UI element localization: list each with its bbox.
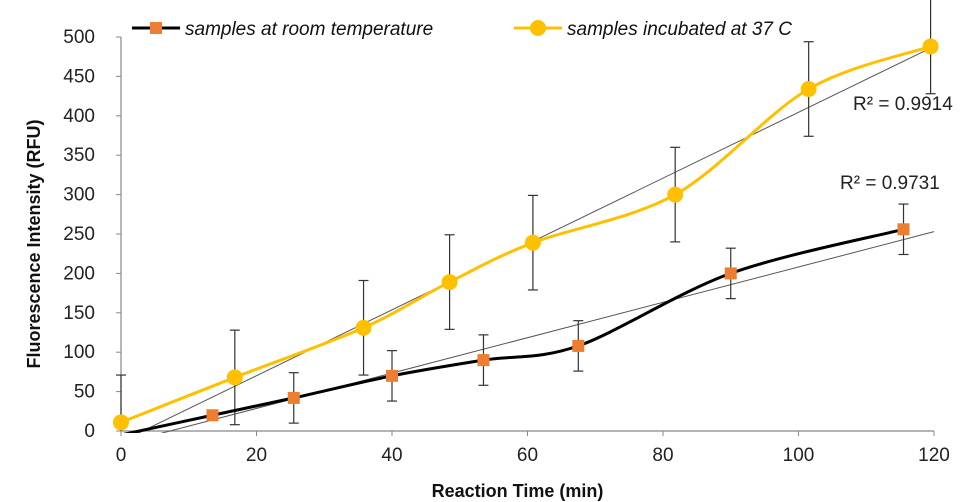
y-tick-label: 100 <box>63 342 95 363</box>
legend-marker-0 <box>150 22 162 34</box>
data-point <box>667 186 684 203</box>
legend-label-0: samples at room temperature <box>185 19 433 40</box>
legend-marker-1 <box>530 20 546 36</box>
data-point <box>113 414 129 431</box>
axes: 0 20 40 60 80 100 120 0 50 100 150 200 250 300 350 400 4… <box>24 27 950 501</box>
data-point <box>800 81 817 98</box>
data-point <box>441 274 458 291</box>
legend-label-1: samples incubated at 37 C <box>567 19 792 40</box>
r2-label-0: R² = 0.9731 <box>840 173 940 194</box>
y-tick-label: 150 <box>63 303 95 324</box>
y-tick-label: 450 <box>63 66 95 87</box>
x-axis-title: Reaction Time (min) <box>432 481 604 501</box>
x-tick-label: 40 <box>381 445 402 466</box>
series-line-0 <box>122 227 904 433</box>
x-tick-label: 80 <box>652 445 673 466</box>
y-tick-label: 350 <box>63 145 95 166</box>
y-tick-label: 300 <box>63 185 95 206</box>
trendline-0 <box>160 231 935 433</box>
r2-label-1: R² = 0.9914 <box>853 94 953 115</box>
data-point <box>355 319 372 336</box>
y-tick-label: 250 <box>63 224 95 245</box>
x-tick-label: 120 <box>918 445 950 466</box>
data-point <box>477 354 490 367</box>
data-point <box>386 369 398 382</box>
markers <box>113 38 939 431</box>
data-point <box>724 267 737 280</box>
x-tick-label: 0 <box>116 445 127 466</box>
labels: R² = 0.9731 R² = 0.9914 <box>840 94 953 194</box>
y-tick-label: 0 <box>84 421 95 442</box>
data-point <box>897 223 910 236</box>
data-point <box>287 391 300 404</box>
x-tick-label: 100 <box>783 445 815 466</box>
data-point <box>572 339 585 352</box>
y-tick-label: 50 <box>74 382 95 403</box>
legend: samples at room temperature samples incub… <box>132 19 792 40</box>
y-axis-title: Fluorescence Intensity (RFU) <box>24 119 44 368</box>
x-tick-label: 60 <box>517 445 538 466</box>
data-point <box>524 234 541 251</box>
series-line-1 <box>120 45 932 424</box>
y-tick-label: 500 <box>63 27 95 48</box>
error-bars <box>116 0 936 431</box>
y-tick-label: 400 <box>63 106 95 127</box>
data-point <box>226 369 243 386</box>
y-tick-label: 200 <box>63 263 95 284</box>
data-point <box>922 38 939 55</box>
x-tick-label: 20 <box>246 445 267 466</box>
data-point <box>206 409 219 422</box>
